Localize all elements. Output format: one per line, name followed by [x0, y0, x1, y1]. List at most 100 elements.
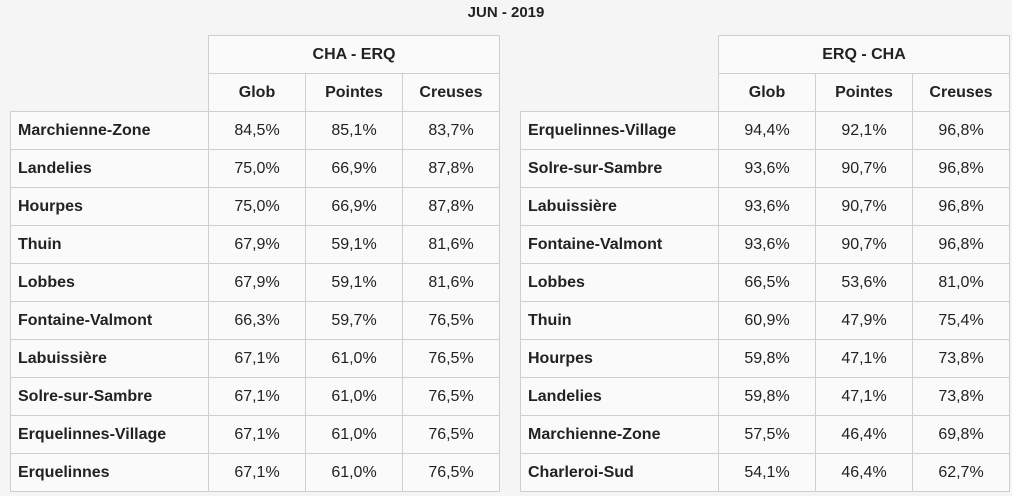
value-pointes: 66,9%	[305, 187, 403, 226]
table-row: Solre-sur-Sambre 67,1% 61,0% 76,5%	[10, 377, 500, 416]
station-name: Charleroi-Sud	[520, 453, 719, 492]
table-row: Lobbes 66,5% 53,6% 81,0%	[520, 263, 1010, 302]
value-creuses: 76,5%	[402, 339, 500, 378]
value-creuses: 81,6%	[402, 263, 500, 302]
value-glob: 67,1%	[208, 453, 306, 492]
value-pointes: 47,1%	[815, 339, 913, 378]
value-glob: 67,9%	[208, 225, 306, 264]
value-glob: 67,1%	[208, 339, 306, 378]
value-glob: 67,1%	[208, 415, 306, 454]
value-creuses: 76,5%	[402, 377, 500, 416]
value-glob: 75,0%	[208, 187, 306, 226]
value-pointes: 59,1%	[305, 263, 403, 302]
station-name: Landelies	[10, 149, 209, 188]
table-row: Labuissière 67,1% 61,0% 76,5%	[10, 339, 500, 378]
station-name: Hourpes	[10, 187, 209, 226]
table-title: CHA - ERQ	[208, 35, 500, 74]
table-row: Charleroi-Sud 54,1% 46,4% 62,7%	[520, 453, 1010, 492]
value-creuses: 83,7%	[402, 111, 500, 150]
value-glob: 93,6%	[718, 225, 816, 264]
value-pointes: 61,0%	[305, 415, 403, 454]
value-glob: 66,5%	[718, 263, 816, 302]
station-name: Solre-sur-Sambre	[520, 149, 719, 188]
value-pointes: 47,9%	[815, 301, 913, 340]
value-pointes: 90,7%	[815, 225, 913, 264]
column-header-pointes: Pointes	[305, 73, 403, 112]
value-pointes: 46,4%	[815, 453, 913, 492]
value-creuses: 96,8%	[912, 149, 1010, 188]
value-creuses: 73,8%	[912, 339, 1010, 378]
value-glob: 59,8%	[718, 339, 816, 378]
value-pointes: 47,1%	[815, 377, 913, 416]
station-name: Labuissière	[520, 187, 719, 226]
value-glob: 93,6%	[718, 187, 816, 226]
value-glob: 54,1%	[718, 453, 816, 492]
column-header-creuses: Creuses	[402, 73, 500, 112]
table-cha-erq: CHA - ERQ Glob Pointes Creuses Marchienn…	[10, 35, 500, 492]
value-pointes: 61,0%	[305, 377, 403, 416]
value-pointes: 61,0%	[305, 453, 403, 492]
table-title: ERQ - CHA	[718, 35, 1010, 74]
table-row: Hourpes 59,8% 47,1% 73,8%	[520, 339, 1010, 378]
station-name: Hourpes	[520, 339, 719, 378]
table-row: Fontaine-Valmont 93,6% 90,7% 96,8%	[520, 225, 1010, 264]
value-pointes: 46,4%	[815, 415, 913, 454]
station-name: Thuin	[520, 301, 719, 340]
column-header-pointes: Pointes	[815, 73, 913, 112]
value-creuses: 76,5%	[402, 415, 500, 454]
table-row: Fontaine-Valmont 66,3% 59,7% 76,5%	[10, 301, 500, 340]
value-creuses: 96,8%	[912, 187, 1010, 226]
table-row: Erquelinnes-Village 94,4% 92,1% 96,8%	[520, 111, 1010, 150]
value-pointes: 53,6%	[815, 263, 913, 302]
value-pointes: 85,1%	[305, 111, 403, 150]
value-glob: 84,5%	[208, 111, 306, 150]
station-name: Erquelinnes	[10, 453, 209, 492]
table-row: Marchienne-Zone 57,5% 46,4% 69,8%	[520, 415, 1010, 454]
table-row: Solre-sur-Sambre 93,6% 90,7% 96,8%	[520, 149, 1010, 188]
value-pointes: 59,7%	[305, 301, 403, 340]
value-glob: 67,1%	[208, 377, 306, 416]
value-pointes: 92,1%	[815, 111, 913, 150]
table-row: Thuin 60,9% 47,9% 75,4%	[520, 301, 1010, 340]
station-name: Lobbes	[520, 263, 719, 302]
value-creuses: 96,8%	[912, 111, 1010, 150]
value-glob: 60,9%	[718, 301, 816, 340]
table-row: Landelies 59,8% 47,1% 73,8%	[520, 377, 1010, 416]
column-header-glob: Glob	[718, 73, 816, 112]
value-creuses: 76,5%	[402, 301, 500, 340]
table-row: Hourpes 75,0% 66,9% 87,8%	[10, 187, 500, 226]
station-name: Labuissière	[10, 339, 209, 378]
value-glob: 66,3%	[208, 301, 306, 340]
station-name: Fontaine-Valmont	[10, 301, 209, 340]
value-glob: 94,4%	[718, 111, 816, 150]
table-row: Thuin 67,9% 59,1% 81,6%	[10, 225, 500, 264]
station-name: Erquelinnes-Village	[520, 111, 719, 150]
table-row: Erquelinnes 67,1% 61,0% 76,5%	[10, 453, 500, 492]
table-row: Lobbes 67,9% 59,1% 81,6%	[10, 263, 500, 302]
value-glob: 57,5%	[718, 415, 816, 454]
value-creuses: 87,8%	[402, 187, 500, 226]
column-header-creuses: Creuses	[912, 73, 1010, 112]
table-row: Marchienne-Zone 84,5% 85,1% 83,7%	[10, 111, 500, 150]
station-name: Thuin	[10, 225, 209, 264]
station-name: Marchienne-Zone	[520, 415, 719, 454]
table-erq-cha: ERQ - CHA Glob Pointes Creuses Erquelinn…	[520, 35, 1010, 492]
value-creuses: 75,4%	[912, 301, 1010, 340]
value-creuses: 81,0%	[912, 263, 1010, 302]
value-pointes: 66,9%	[305, 149, 403, 188]
value-pointes: 90,7%	[815, 149, 913, 188]
station-name: Solre-sur-Sambre	[10, 377, 209, 416]
value-pointes: 59,1%	[305, 225, 403, 264]
station-name: Fontaine-Valmont	[520, 225, 719, 264]
page-title: JUN - 2019	[467, 4, 545, 21]
station-name: Lobbes	[10, 263, 209, 302]
value-creuses: 73,8%	[912, 377, 1010, 416]
value-creuses: 69,8%	[912, 415, 1010, 454]
value-creuses: 96,8%	[912, 225, 1010, 264]
value-glob: 75,0%	[208, 149, 306, 188]
table-row: Erquelinnes-Village 67,1% 61,0% 76,5%	[10, 415, 500, 454]
value-creuses: 76,5%	[402, 453, 500, 492]
value-creuses: 81,6%	[402, 225, 500, 264]
station-name: Landelies	[520, 377, 719, 416]
column-header-glob: Glob	[208, 73, 306, 112]
